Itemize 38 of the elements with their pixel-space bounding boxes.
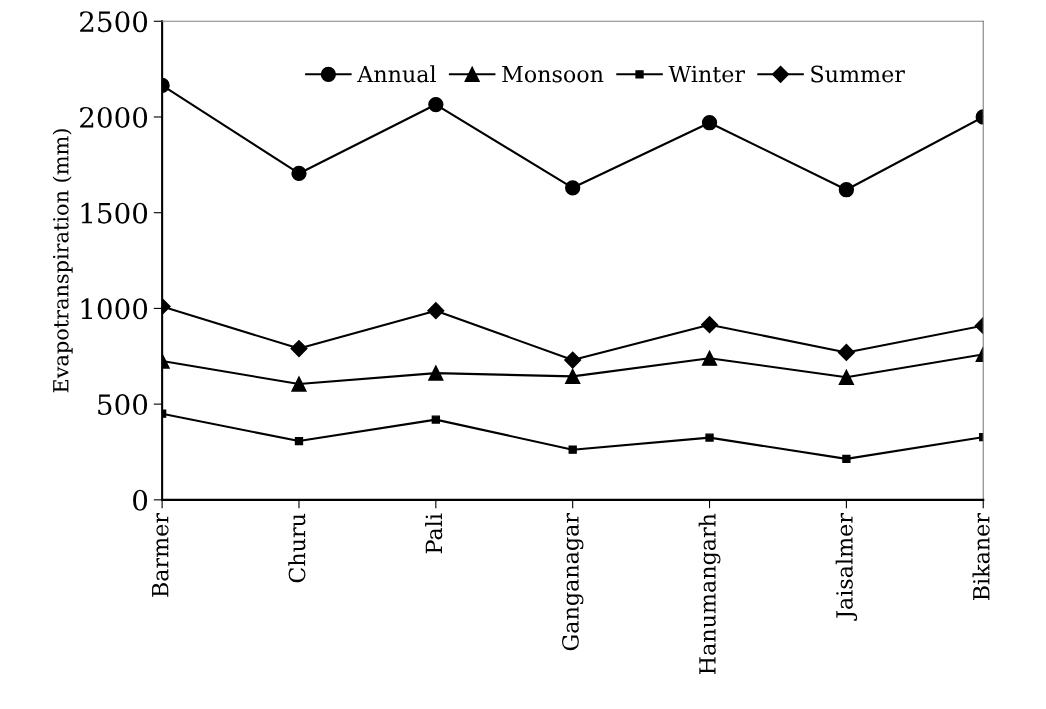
point — [838, 182, 855, 198]
y-tick-label: 1500 — [81, 202, 148, 224]
point — [291, 376, 307, 392]
legend-label: Monsoon — [502, 65, 604, 83]
y-tick-label: 2000 — [80, 106, 148, 128]
y-tick-label: 500 — [98, 394, 148, 416]
point — [564, 351, 582, 369]
point — [701, 350, 718, 366]
point — [428, 365, 444, 381]
point — [427, 302, 445, 320]
x-tick-label: Ganganagar — [562, 513, 584, 651]
point — [842, 454, 851, 464]
point — [568, 445, 577, 454]
legend-label: Annual — [357, 65, 436, 83]
point — [565, 368, 581, 385]
point — [428, 96, 444, 113]
legend-label: Winter — [668, 65, 745, 83]
legend-label: Summer — [811, 65, 905, 83]
y-tick-label: 2500 — [80, 11, 148, 33]
point — [294, 436, 304, 446]
point — [431, 415, 441, 424]
point — [565, 180, 581, 196]
x-tick-label: Hanumangarh — [698, 513, 721, 675]
point — [705, 433, 714, 442]
point — [701, 115, 718, 131]
x-tick-label: Barmer — [152, 513, 169, 597]
point — [837, 343, 855, 361]
point — [838, 369, 855, 385]
y-tick-label: 1000 — [81, 298, 148, 320]
x-tick-label: Churu — [288, 513, 306, 583]
x-tick-label: Bikaner — [972, 513, 990, 601]
point — [291, 165, 307, 182]
x-tick-label: Pali — [425, 513, 443, 554]
x-tick-label: Jaisalmer — [835, 513, 858, 621]
point — [700, 316, 719, 334]
y-axis-title: Evapotranspiration (mm) — [52, 129, 73, 393]
point — [290, 340, 308, 358]
y-tick-label: 0 — [133, 489, 148, 511]
